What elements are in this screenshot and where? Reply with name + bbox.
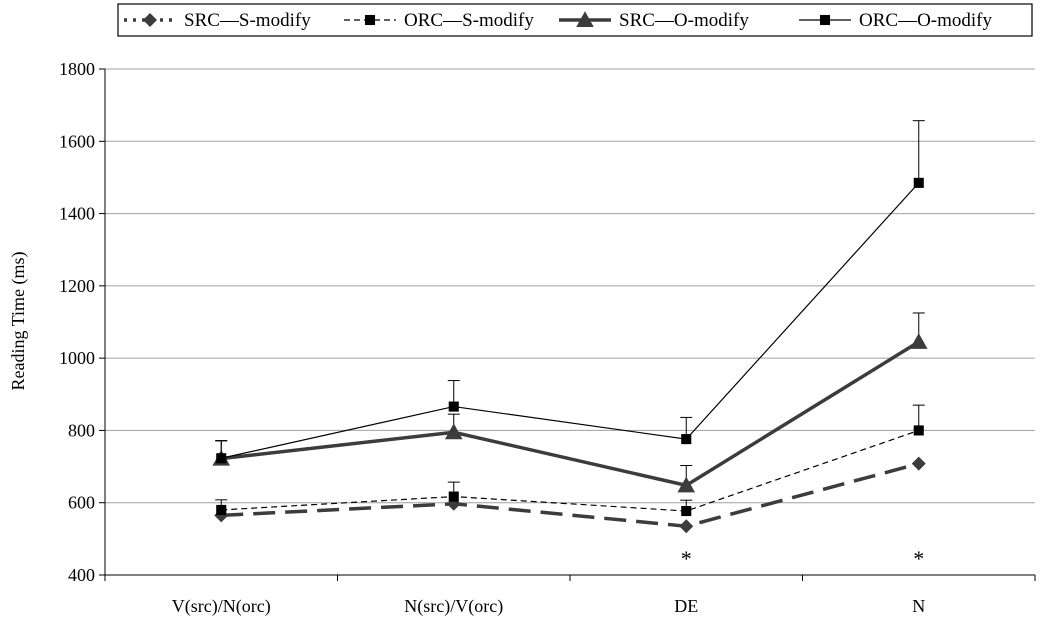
legend-label-orc-o-modify: ORC—O-modify	[859, 10, 993, 31]
point-src-s-modify-2	[679, 519, 694, 534]
annotation-n: *	[913, 546, 924, 571]
x-tick-label-n: N	[912, 596, 925, 616]
y-tick-label-800: 800	[68, 420, 95, 440]
series-src-s-modify	[214, 456, 926, 534]
point-orc-o-modify-2	[681, 434, 692, 445]
legend-marker-src-s-modify	[143, 13, 157, 27]
x-tick-label-de: DE	[674, 596, 698, 616]
series-layer	[212, 120, 928, 534]
series-line-orc-s-modify	[221, 429, 919, 512]
point-orc-o-modify-1	[448, 401, 459, 412]
series-orc-o-modify	[215, 120, 925, 464]
annotation-de: *	[681, 546, 692, 571]
legend-label-orc-s-modify: ORC—S-modify	[404, 10, 534, 31]
y-tick-label-1000: 1000	[59, 348, 95, 368]
point-orc-o-modify-3	[913, 177, 924, 188]
point-orc-s-modify-0	[216, 504, 227, 515]
x-tick-label-n-src-v-orc: N(src)/V(orc)	[404, 596, 503, 617]
series-orc-s-modify	[215, 404, 925, 517]
legend-entry-src-s-modify: SRC—S-modify	[124, 10, 311, 31]
x-tick-labels: V(src)/N(orc) N(src)/V(orc) DE N	[172, 596, 925, 617]
annotations: * *	[681, 546, 925, 571]
point-src-o-modify-2	[677, 476, 696, 493]
legend: SRC—S-modify ORC—S-modify SRC—O-modify ORC—…	[117, 3, 1033, 37]
y-tick-labels: 400 600 800 1000 1200 1400 1600 1800	[59, 59, 95, 585]
x-tick-label-v-src-n-orc: V(src)/N(orc)	[172, 596, 271, 617]
y-tick-label-1800: 1800	[59, 59, 95, 79]
legend-marker-orc-o-modify	[819, 14, 831, 26]
legend-label-src-o-modify: SRC—O-modify	[619, 10, 749, 31]
y-tick-label-1400: 1400	[59, 204, 95, 224]
point-orc-o-modify-0	[216, 453, 227, 464]
point-src-s-modify-3	[911, 456, 926, 471]
legend-marker-orc-s-modify	[364, 14, 376, 26]
legend-label-src-s-modify: SRC—S-modify	[184, 10, 311, 31]
series-src-o-modify	[212, 312, 928, 493]
point-src-o-modify-3	[909, 333, 928, 349]
point-orc-s-modify-1	[448, 491, 459, 502]
series-line-src-o-modify	[221, 340, 920, 488]
legend-entry-src-o-modify: SRC—O-modify	[559, 10, 749, 31]
point-orc-s-modify-3	[913, 425, 924, 436]
point-src-o-modify-1	[444, 423, 463, 440]
y-tick-label-600: 600	[68, 493, 95, 513]
point-orc-s-modify-2	[681, 505, 692, 517]
y-tick-label-1200: 1200	[59, 276, 95, 296]
legend-entry-orc-o-modify: ORC—O-modify	[799, 10, 993, 31]
series-line-src-s-modify	[221, 461, 920, 528]
series-line-orc-o-modify	[221, 182, 920, 459]
axes	[99, 68, 1036, 581]
legend-marker-src-o-modify	[576, 11, 594, 28]
legend-entry-orc-s-modify: ORC—S-modify	[344, 10, 534, 31]
y-tick-label-1600: 1600	[59, 131, 95, 151]
y-tick-label-400: 400	[68, 565, 95, 585]
gridlines	[105, 68, 1035, 504]
y-axis-label: Reading Time (ms)	[8, 251, 29, 390]
